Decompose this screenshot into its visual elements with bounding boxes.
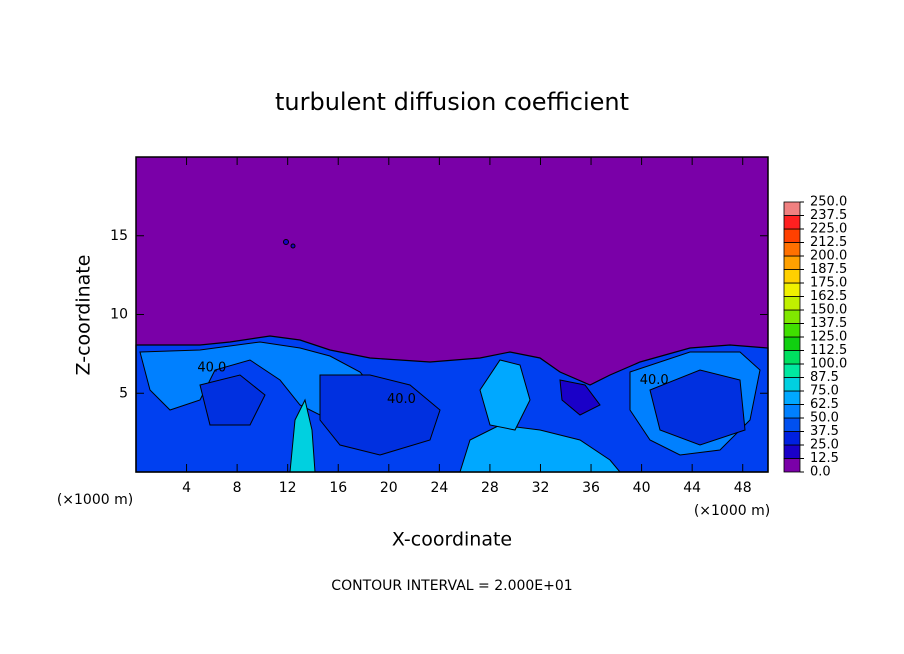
colorbar-label: 0.0	[810, 465, 831, 480]
contour-label: 40.0	[197, 361, 226, 376]
colorbar-swatch	[783, 458, 801, 473]
colorbar-label: 225.0	[810, 222, 847, 237]
colorbar-label: 250.0	[810, 195, 847, 210]
colorbar-swatch	[783, 201, 801, 216]
x-tick-label: 40	[633, 480, 651, 496]
x-tick-label: 12	[279, 480, 297, 496]
colorbar-label: 150.0	[810, 303, 847, 318]
colorbar-label: 37.5	[810, 424, 839, 439]
field-region	[559, 379, 601, 416]
colorbar-label: 237.5	[810, 208, 847, 223]
contour-label: 40.0	[640, 373, 669, 388]
colorbar-swatch	[783, 323, 801, 338]
colorbar-label: 112.5	[810, 343, 847, 358]
colorbar-label: 137.5	[810, 316, 847, 331]
colorbar-label: 12.5	[810, 451, 839, 466]
x-tick-label: 20	[380, 480, 398, 496]
x-axis-label: X-coordinate	[392, 529, 512, 551]
colorbar-swatch	[783, 417, 801, 432]
colorbar-label: 187.5	[810, 262, 847, 277]
field-region	[319, 374, 441, 456]
colorbar-swatch	[783, 269, 801, 284]
colorbar-label: 175.0	[810, 276, 847, 291]
x-tick-label: 28	[481, 480, 499, 496]
colorbar-swatch	[783, 404, 801, 419]
colorbar-label: 62.5	[810, 397, 839, 412]
colorbar-swatch	[783, 377, 801, 392]
contour-label: 40.0	[387, 392, 416, 407]
chart-title: turbulent diffusion coefficient	[275, 88, 629, 116]
colorbar-label: 125.0	[810, 330, 847, 345]
colorbar-swatch	[783, 215, 801, 230]
colorbar-label: 100.0	[810, 357, 847, 372]
colorbar-swatch	[783, 282, 801, 297]
colorbar-swatch	[783, 431, 801, 446]
field	[135, 157, 769, 473]
colorbar-label: 87.5	[810, 370, 839, 385]
colorbar-swatch	[783, 309, 801, 324]
y-tick-label: 5	[119, 385, 128, 401]
x-tick-label: 4	[182, 480, 191, 496]
x-tick-label: 36	[582, 480, 600, 496]
footer-note: CONTOUR INTERVAL = 2.000E+01	[331, 578, 572, 594]
x-tick-label: 16	[329, 480, 347, 496]
x-tick-label: 32	[532, 480, 550, 496]
colorbar-swatch	[783, 228, 801, 243]
colorbar-label: 25.0	[810, 438, 839, 453]
colorbar-label: 200.0	[810, 249, 847, 264]
field-region	[649, 369, 746, 446]
field-blob	[290, 243, 296, 249]
colorbar-swatch	[783, 336, 801, 351]
y-tick-label: 10	[110, 307, 128, 323]
colorbar-label: 162.5	[810, 289, 847, 304]
x-unit: (×1000 m)	[694, 503, 770, 519]
x-tick-label: 24	[430, 480, 448, 496]
x-tick-label: 8	[233, 480, 242, 496]
colorbar-swatch	[783, 444, 801, 459]
x-tick-label: 44	[683, 480, 701, 496]
colorbar-label: 50.0	[810, 411, 839, 426]
colorbar-label: 75.0	[810, 384, 839, 399]
y-axis-label: Z-coordinate	[73, 255, 95, 376]
colorbar-swatch	[783, 255, 801, 270]
x-tick-label: 48	[734, 480, 752, 496]
colorbar-swatch	[783, 350, 801, 365]
field-region	[479, 359, 531, 431]
colorbar-swatch	[783, 296, 801, 311]
colorbar-swatch	[783, 390, 801, 405]
colorbar-swatch	[783, 363, 801, 378]
colorbar-swatch	[783, 242, 801, 257]
y-tick-label: 15	[110, 228, 128, 244]
field-region	[199, 374, 266, 426]
field-blob	[283, 239, 289, 245]
x-unit: (×1000 m)	[57, 492, 133, 508]
colorbar-label: 212.5	[810, 235, 847, 250]
field-region	[459, 424, 622, 473]
